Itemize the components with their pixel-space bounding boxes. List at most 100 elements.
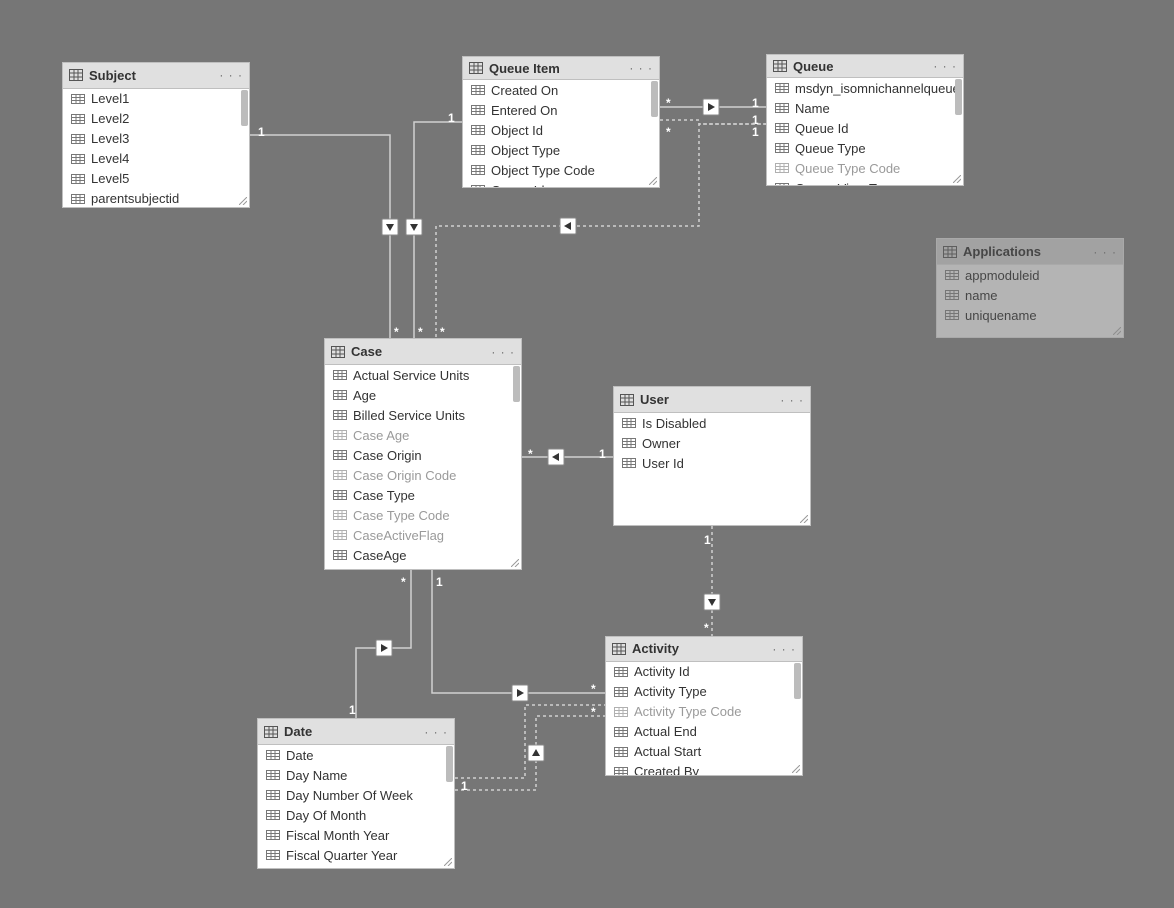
relationship-line[interactable] [250,135,390,338]
table-menu-icon[interactable]: · · · [491,345,515,359]
field-row[interactable]: Case Origin [325,445,521,465]
field-row[interactable]: Activity Type Code [606,702,802,722]
field-row[interactable]: Queue Type Code [767,158,963,178]
field-row[interactable]: CaseAge [325,545,521,565]
resize-grip[interactable] [1113,327,1121,335]
table-header[interactable]: Queue· · · [767,55,963,78]
field-row[interactable]: Entered On [463,100,659,120]
cardinality-label: * [440,325,445,339]
field-row[interactable]: Day Name [258,765,454,785]
field-row[interactable]: msdyn_isomnichannelqueue [767,78,963,98]
resize-grip[interactable] [800,515,808,523]
field-row[interactable]: Actual End [606,722,802,742]
field-row[interactable]: Level2 [63,109,249,129]
field-row[interactable]: parentsubjectid [63,189,249,207]
field-row[interactable]: Fiscal Quarter Year [258,845,454,865]
field-label: Level1 [91,91,129,106]
field-icon [945,270,959,280]
field-row[interactable]: Queue View Type [767,178,963,185]
field-row[interactable]: Activity Id [606,662,802,682]
table-header[interactable]: Subject· · · [63,63,249,89]
table-activity[interactable]: Activity· · ·Activity IdActivity TypeAct… [605,636,803,776]
relationship-line[interactable] [414,122,462,338]
table-header[interactable]: Activity· · · [606,637,802,662]
table-queueitem[interactable]: Queue Item· · ·Created On Entered On Objec… [462,56,660,188]
table-menu-icon[interactable]: · · · [772,642,796,656]
scrollbar-thumb[interactable] [513,366,520,402]
field-row[interactable]: name [937,285,1123,305]
field-icon [614,667,628,677]
relationship-line[interactable] [660,120,766,124]
table-header[interactable]: Date· · · [258,719,454,745]
field-row[interactable]: CaseActiveFlag [325,525,521,545]
scrollbar-thumb[interactable] [794,663,801,699]
field-row[interactable]: Object Id [463,120,659,140]
table-subject[interactable]: Subject· · · Level1 Level2Level3Level4Leve… [62,62,250,208]
field-row[interactable]: User Id [614,453,810,473]
table-case[interactable]: Case· · ·Actual Service UnitsAgeBilled S… [324,338,522,570]
table-header[interactable]: Applications· · · [937,239,1123,265]
field-row[interactable]: Date [258,745,454,765]
field-row[interactable]: Fiscal Month Year [258,825,454,845]
field-icon [333,530,347,540]
table-menu-icon[interactable]: · · · [1093,245,1117,259]
table-menu-icon[interactable]: · · · [424,725,448,739]
field-row[interactable]: Object Type [463,140,659,160]
field-row[interactable]: Case Type [325,485,521,505]
field-label: Queue Id [795,121,849,136]
relationship-line[interactable] [356,570,411,718]
scrollbar-thumb[interactable] [446,746,453,782]
table-header-icon [612,643,626,655]
table-menu-icon[interactable]: · · · [780,393,804,407]
field-row[interactable]: Queue Id [767,118,963,138]
field-label: Case Origin Code [353,468,456,483]
field-row[interactable]: Object Type Code [463,160,659,180]
field-row[interactable]: Is Disabled [614,413,810,433]
cardinality-label: 1 [704,533,711,547]
field-row[interactable]: uniquename [937,305,1123,325]
table-header[interactable]: Queue Item· · · [463,57,659,80]
table-menu-icon[interactable]: · · · [629,61,653,75]
field-row[interactable]: Day Number Of Week [258,785,454,805]
field-row[interactable]: Case Origin Code [325,465,521,485]
field-row[interactable]: Queue Type [767,138,963,158]
field-row[interactable]: Level4 [63,149,249,169]
field-label: Object Type Code [491,163,595,178]
field-row[interactable]: Activity Type [606,682,802,702]
field-row[interactable]: Billed Service Units [325,405,521,425]
field-row[interactable]: Name [767,98,963,118]
field-row[interactable]: Age [325,385,521,405]
field-row[interactable]: Created On [463,80,659,100]
scrollbar-thumb[interactable] [651,81,658,117]
scrollbar-thumb[interactable] [241,90,248,126]
field-row[interactable]: Day Of Month [258,805,454,825]
scrollbar-thumb[interactable] [955,79,962,115]
table-user[interactable]: User· · ·Is DisabledOwnerUser Id [613,386,811,526]
table-header[interactable]: Case· · · [325,339,521,365]
field-row[interactable]: Case Type Code [325,505,521,525]
field-row[interactable]: Created By [606,762,802,775]
field-row[interactable]: Level3 [63,129,249,149]
field-row[interactable]: Case Age [325,425,521,445]
field-icon [333,410,347,420]
table-header[interactable]: User· · · [614,387,810,413]
field-row[interactable]: Level1 [63,89,249,109]
table-menu-icon[interactable]: · · · [219,68,243,82]
field-row[interactable]: Queue Id [463,180,659,187]
field-label: Case Origin [353,448,422,463]
field-row[interactable]: appmoduleid [937,265,1123,285]
field-row[interactable]: Actual Service Units [325,365,521,385]
field-label: Object Id [491,123,543,138]
field-row[interactable]: Owner [614,433,810,453]
table-menu-icon[interactable]: · · · [933,59,957,73]
table-date[interactable]: Date· · ·DateDay NameDay Number Of WeekD… [257,718,455,869]
table-queue[interactable]: Queue· · ·msdyn_isomnichannelqueueName Qu… [766,54,964,186]
table-applications[interactable]: Applications· · ·appmoduleidnameuniquena… [936,238,1124,338]
table-body: Created On Entered On Object Id Object Type… [463,80,659,187]
field-row[interactable]: Level5 [63,169,249,189]
relationship-line[interactable] [455,716,605,790]
field-label: Entered On [491,103,558,118]
relationship-line[interactable] [432,570,605,693]
relationship-line[interactable] [455,705,605,778]
field-row[interactable]: Actual Start [606,742,802,762]
